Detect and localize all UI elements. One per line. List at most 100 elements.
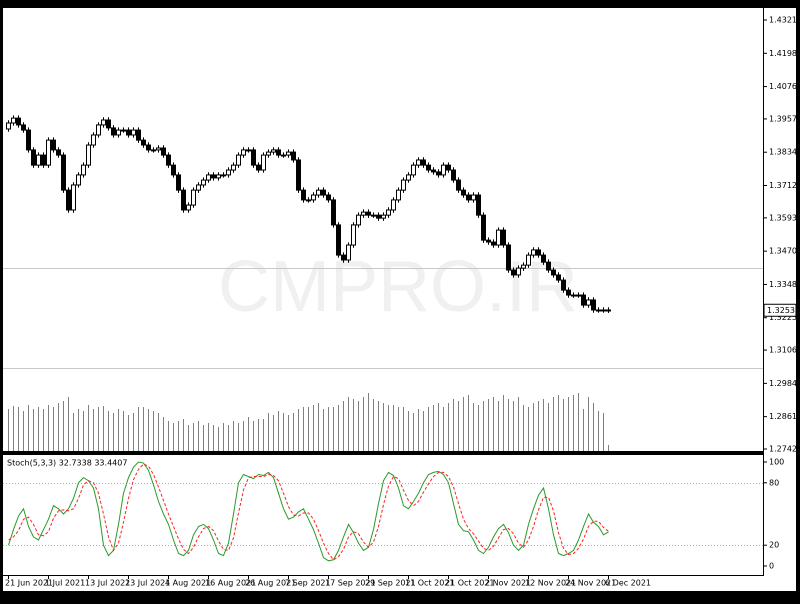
candle-body bbox=[121, 129, 126, 132]
candle-body bbox=[211, 174, 216, 179]
candle-body bbox=[601, 309, 606, 312]
candle-body bbox=[81, 164, 86, 176]
candle-body bbox=[576, 294, 581, 297]
candle-body bbox=[301, 189, 306, 201]
candle-body bbox=[456, 179, 461, 191]
candle-body bbox=[566, 289, 571, 296]
candle-body bbox=[471, 194, 476, 201]
candle-body bbox=[11, 117, 16, 124]
candle-body bbox=[256, 164, 261, 171]
candle-body bbox=[276, 149, 281, 156]
candle-body bbox=[361, 211, 366, 216]
candle-body bbox=[496, 229, 501, 246]
candle-body bbox=[271, 149, 276, 153]
candle-body bbox=[41, 154, 46, 166]
candle-body bbox=[76, 174, 81, 186]
candle-body bbox=[391, 199, 396, 211]
candle-body bbox=[416, 159, 421, 166]
candle-body bbox=[381, 214, 386, 219]
candle-body bbox=[66, 189, 71, 211]
x-tick-label: 1 Jul 2021 bbox=[45, 579, 85, 588]
candle-body bbox=[401, 179, 406, 191]
y-tick-label: 1.37120 bbox=[769, 181, 800, 190]
candle-body bbox=[226, 169, 231, 176]
candle-body bbox=[26, 129, 31, 151]
candle-body bbox=[356, 214, 361, 226]
candle-body bbox=[61, 154, 66, 191]
candle-body bbox=[181, 189, 186, 211]
y-tick-label: 1.32255 bbox=[769, 313, 800, 322]
indicator-label: Stoch(5,3,3) 32.7338 33.4407 bbox=[7, 459, 127, 468]
candle-body bbox=[191, 189, 196, 206]
candle-body bbox=[531, 249, 536, 256]
x-tick-label: 29 Sep 2021 bbox=[365, 579, 416, 588]
x-tick-label: 24 Nov 2021 bbox=[565, 579, 616, 588]
current-price-box bbox=[763, 303, 797, 317]
candle-body bbox=[571, 294, 576, 297]
y-tick-label: 1.31065 bbox=[769, 346, 800, 355]
candle-body bbox=[286, 151, 291, 156]
candle-body bbox=[6, 122, 11, 130]
candle-body bbox=[591, 299, 596, 311]
y-tick-label: 80 bbox=[769, 478, 779, 487]
y-tick-label: 1.39570 bbox=[769, 114, 800, 123]
candle-body bbox=[561, 279, 566, 291]
stoch-line bbox=[8, 461, 609, 562]
candle-body bbox=[206, 174, 211, 181]
candle-body bbox=[311, 194, 316, 201]
x-tick-label: 11 Oct 2021 bbox=[405, 579, 454, 588]
candle-body bbox=[331, 199, 336, 226]
candle-body bbox=[541, 254, 546, 263]
candle-body bbox=[21, 124, 26, 131]
background bbox=[3, 8, 796, 591]
candle-body bbox=[446, 164, 451, 171]
candle-body bbox=[16, 117, 21, 126]
candle-body bbox=[296, 159, 301, 191]
candle-body bbox=[521, 264, 526, 269]
candle-body bbox=[291, 151, 296, 161]
y-tick-label: 0 bbox=[769, 562, 774, 571]
candle-body bbox=[366, 211, 371, 216]
candle-body bbox=[241, 149, 246, 156]
y-tick-label: 1.27425 bbox=[769, 445, 800, 454]
y-tick-label: 1.41985 bbox=[769, 49, 800, 58]
watermark: CMPRO.IR bbox=[218, 247, 578, 327]
candle-body bbox=[46, 139, 51, 166]
y-tick-label: 1.29840 bbox=[769, 379, 800, 388]
candle-body bbox=[171, 164, 176, 176]
y-tick-label: 1.40760 bbox=[769, 82, 800, 91]
candle-body bbox=[501, 229, 506, 246]
current-price-label: 1.32530 bbox=[767, 306, 800, 315]
candle-body bbox=[201, 179, 206, 186]
candle-body bbox=[481, 214, 486, 241]
y-tick-label: 1.33480 bbox=[769, 280, 800, 289]
candle-body bbox=[231, 164, 236, 171]
candle-body bbox=[476, 194, 481, 216]
candle-body bbox=[116, 129, 121, 136]
candle-body bbox=[341, 254, 346, 261]
candle-body bbox=[436, 171, 441, 176]
candle-body bbox=[376, 214, 381, 219]
x-tick-label: 21 Oct 2021 bbox=[445, 579, 494, 588]
candle-body bbox=[316, 189, 321, 196]
candle-body bbox=[581, 294, 586, 306]
y-tick-label: 1.38345 bbox=[769, 148, 800, 157]
candle-body bbox=[461, 189, 466, 196]
candle-body bbox=[106, 119, 111, 129]
candle-body bbox=[386, 209, 391, 216]
candle-body bbox=[516, 267, 521, 276]
x-tick-label: 2 Nov 2021 bbox=[485, 579, 531, 588]
y-tick-label: 1.35930 bbox=[769, 213, 800, 222]
candle-body bbox=[486, 239, 491, 243]
candle-body bbox=[491, 241, 496, 246]
candle-body bbox=[196, 184, 201, 191]
candle-body bbox=[146, 144, 151, 151]
candle-body bbox=[86, 144, 91, 166]
y-tick-label: 1.43210 bbox=[769, 16, 800, 25]
candle-body bbox=[186, 204, 191, 211]
candle-body bbox=[336, 224, 341, 256]
candle-body bbox=[71, 184, 76, 211]
x-tick-label: 23 Jul 2021 bbox=[125, 579, 170, 588]
y-tick-label: 1.34705 bbox=[769, 247, 800, 256]
